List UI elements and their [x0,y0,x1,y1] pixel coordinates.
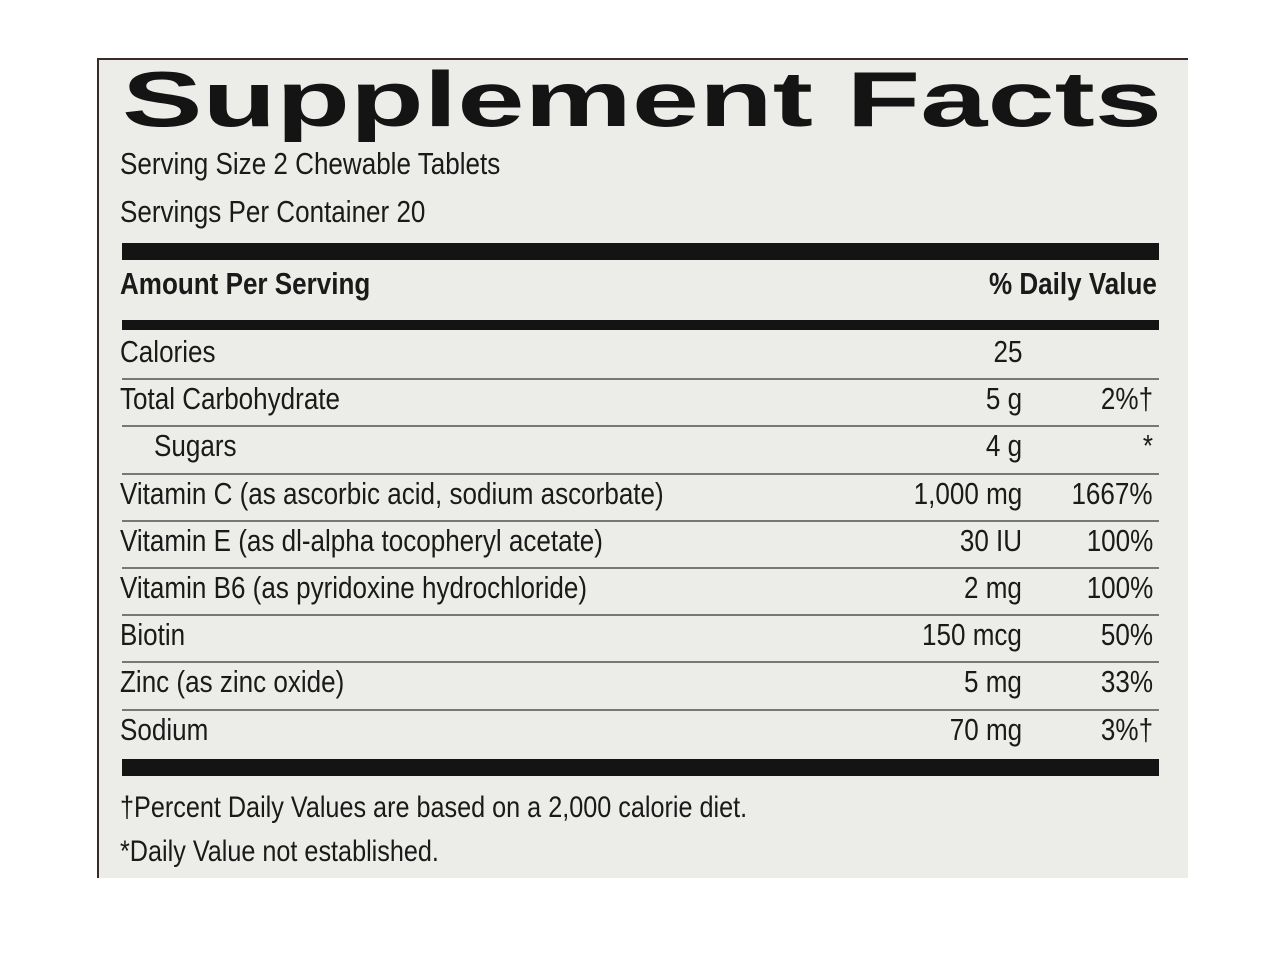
nutrient-name: Calories [120,334,216,369]
servings-per-container: Servings Per Container 20 [120,194,426,229]
nutrient-name: Zinc (as zinc oxide) [120,664,345,700]
row-rule [122,472,1159,475]
nutrient-name: Biotin [120,617,186,653]
nutrient-name: Vitamin B6 (as pyridoxine hydrochloride) [120,570,588,605]
thick-bar [122,759,1159,776]
daily-value: 3%† [1100,711,1153,747]
thick-bar [122,243,1159,260]
row-rule [122,425,1159,428]
nutrient-name: Sugars [154,428,237,464]
nutrient-name: Total Carbohydrate [120,381,341,417]
daily-value: 100% [1086,522,1153,558]
row-rule [122,614,1159,617]
row-rule [122,708,1159,711]
daily-value: 100% [1086,570,1153,605]
title-area: Supplement Facts [122,60,1162,143]
daily-value: 33% [1100,664,1153,700]
facts-panel: Supplement Facts Serving Size 2 Chewable… [97,58,1188,878]
nutrient-amount: 2 mg [964,570,1022,605]
row-rule [122,378,1159,381]
column-header: Amount Per Serving [120,266,371,301]
column-header: % Daily Value [989,266,1157,301]
nutrient-name: Vitamin E (as dl-alpha tocopheryl acetat… [120,522,603,558]
daily-value: * [1142,428,1153,464]
nutrient-amount: 150 mcg [922,617,1022,653]
nutrient-amount: 30 IU [959,522,1022,558]
nutrient-amount: 5 mg [964,664,1022,700]
row-rule [122,567,1159,569]
nutrient-amount: 5 g [985,381,1022,417]
nutrient-amount: 4 g [985,428,1022,464]
medium-bar [122,320,1159,330]
daily-value: 1667% [1071,475,1153,511]
footnote: †Percent Daily Values are based on a 2,0… [120,791,748,824]
nutrient-name: Vitamin C (as ascorbic acid, sodium asco… [120,475,664,511]
nutrient-amount: 25 [993,334,1022,369]
nutrient-name: Sodium [120,711,209,747]
row-rule [122,661,1159,664]
serving-size: Serving Size 2 Chewable Tablets [120,146,501,181]
daily-value: 50% [1100,617,1153,653]
nutrient-amount: 1,000 mg [913,475,1022,511]
title: Supplement Facts [122,60,1162,143]
daily-value: 2%† [1100,381,1153,417]
footnote: *Daily Value not established. [120,835,439,868]
row-rule [122,519,1159,522]
nutrient-amount: 70 mg [949,711,1022,747]
